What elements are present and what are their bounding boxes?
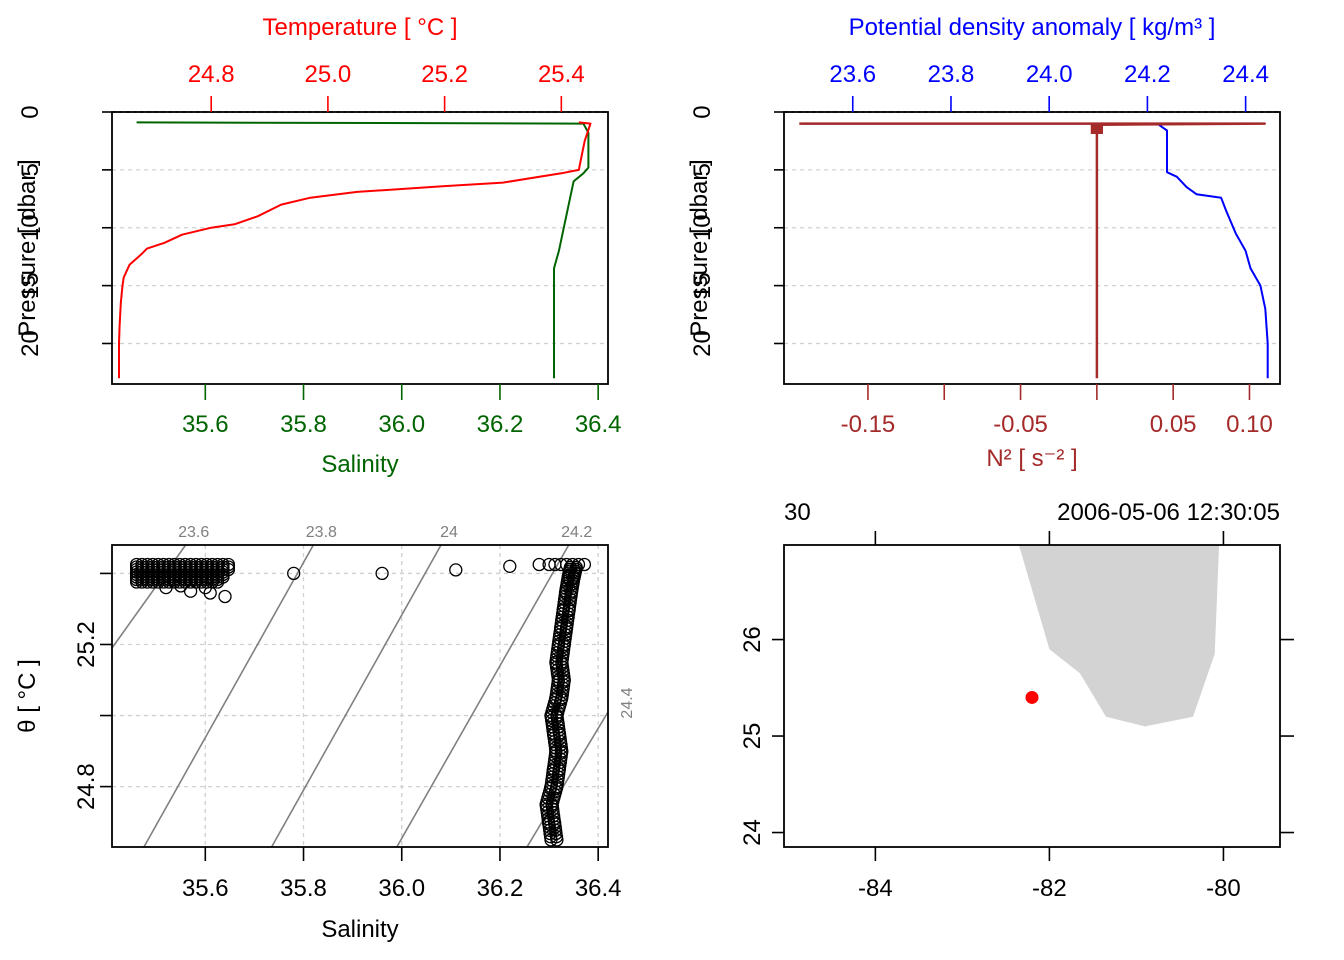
isopycnal-line <box>270 545 442 847</box>
n2-axis-label: N² [ s⁻² ] <box>986 445 1077 472</box>
temperature-tick-label: 24.8 <box>188 61 235 88</box>
ts-point <box>174 579 188 593</box>
salinity-line <box>136 121 590 379</box>
map-x-tick-label: -80 <box>1206 875 1241 902</box>
map-y-tick-label: 25 <box>739 723 766 750</box>
ts-point <box>563 560 578 575</box>
isopycnal-line <box>526 711 608 847</box>
ts-profile-y-tick-label: 5 <box>17 163 44 176</box>
ts-diagram-x-tick-label: 36.4 <box>575 875 622 902</box>
map-x-tick-label: -84 <box>858 875 893 902</box>
map-x-tick-label: -82 <box>1032 875 1067 902</box>
ts-point <box>140 575 155 589</box>
ts-diagram-y-tick-label: 24.8 <box>73 763 100 810</box>
ts-point <box>146 575 160 589</box>
ts-profile-y-tick-label: 15 <box>17 272 44 299</box>
density-n2-y-tick-label: 5 <box>689 163 716 176</box>
isopycnal-label: 23.6 <box>178 524 209 541</box>
n2-tick-label: 0.10 <box>1226 411 1273 438</box>
density-n2-y-tick-label: 0 <box>689 105 716 118</box>
ts-point <box>287 566 301 581</box>
isopycnal-label: 24 <box>440 524 458 541</box>
salinity-tick-label: 36.4 <box>575 411 622 438</box>
ts-diagram-y-axis-label: θ [ °C ] <box>14 659 41 733</box>
ts-profile-y-axis-label: Pressure [ dbar ] <box>14 159 41 336</box>
ts-diagram-x-tick-label: 35.6 <box>182 875 229 902</box>
ts-point <box>503 559 517 573</box>
temperature-tick-label: 25.0 <box>305 61 352 88</box>
ts-point <box>156 575 171 589</box>
salinity-axis-label: Salinity <box>321 451 398 478</box>
ts-profile-y-tick-label: 20 <box>17 330 44 357</box>
temperature-line <box>118 121 592 379</box>
temperature-tick-label: 25.2 <box>421 61 468 88</box>
station-datetime: 2006-05-06 12:30:05 <box>1057 499 1280 526</box>
isopycnal-line <box>143 545 315 847</box>
ts-diagram-x-tick-label: 36.0 <box>378 875 425 902</box>
n2-line <box>799 122 1266 379</box>
ts-profile-frame <box>111 111 609 385</box>
n2-tick-label: 0.05 <box>1150 411 1197 438</box>
ts-diagram-y-tick-label: 25.2 <box>73 621 100 668</box>
ts-diagram-x-tick-label: 35.8 <box>280 875 327 902</box>
station-label: 30 <box>784 499 811 526</box>
ts-profile-y-tick-label: 10 <box>17 214 44 241</box>
density-tick-label: 24.0 <box>1026 61 1073 88</box>
temperature-tick-label: 25.4 <box>538 61 585 88</box>
ts-point <box>129 575 144 589</box>
density-tick-label: 24.4 <box>1222 61 1269 88</box>
ts-point <box>569 560 583 575</box>
ts-point <box>218 589 232 604</box>
salinity-tick-label: 35.8 <box>280 411 327 438</box>
salinity-tick-label: 36.2 <box>477 411 524 438</box>
ts-point <box>159 580 173 595</box>
density-line <box>803 122 1269 379</box>
density-n2-y-tick-label: 10 <box>689 214 716 241</box>
n2-spike <box>1090 122 1103 134</box>
ts-point <box>135 575 149 589</box>
density-tick-label: 23.8 <box>928 61 975 88</box>
density-n2-y-tick-label: 15 <box>689 272 716 299</box>
ts-point <box>577 557 592 572</box>
map-y-tick-label: 26 <box>739 626 766 653</box>
n2-tick-label: -0.15 <box>841 411 896 438</box>
ts-diagram-points <box>129 557 592 847</box>
ts-point <box>532 557 546 572</box>
density-n2-y-tick-label: 20 <box>689 330 716 357</box>
isopycnal-line <box>396 545 570 847</box>
temperature-axis-label: Temperature [ °C ] <box>263 14 458 41</box>
n2-tick-label: -0.05 <box>993 411 1048 438</box>
ts-diagram-x-tick-label: 36.2 <box>477 875 524 902</box>
density-tick-label: 23.6 <box>829 61 876 88</box>
ts-point <box>571 557 586 572</box>
ts-point <box>449 563 463 577</box>
station-marker <box>1025 690 1039 704</box>
ts-profile-y-tick-label: 0 <box>17 105 44 118</box>
isopycnal-label: 24.4 <box>619 687 636 718</box>
density-tick-label: 24.2 <box>1124 61 1171 88</box>
ts-point <box>375 566 389 581</box>
ts-point <box>210 575 225 589</box>
density-n2-y-axis-label: Pressure [ dbar ] <box>686 159 713 336</box>
ts-diagram-frame <box>111 544 609 848</box>
density-axis-label: Potential density anomaly [ kg/m³ ] <box>849 14 1216 41</box>
station-map-frame <box>783 544 1281 848</box>
isopycnal-label: 23.8 <box>306 524 337 541</box>
salinity-tick-label: 35.6 <box>182 411 229 438</box>
ts-diagram-x-axis-label: Salinity <box>321 916 398 943</box>
salinity-tick-label: 36.0 <box>378 411 425 438</box>
map-y-tick-label: 24 <box>739 819 766 846</box>
isopycnal-label: 24.2 <box>561 524 592 541</box>
density-n2-frame <box>783 111 1281 385</box>
ts-point <box>198 580 212 595</box>
land-polygon <box>1018 545 1220 727</box>
